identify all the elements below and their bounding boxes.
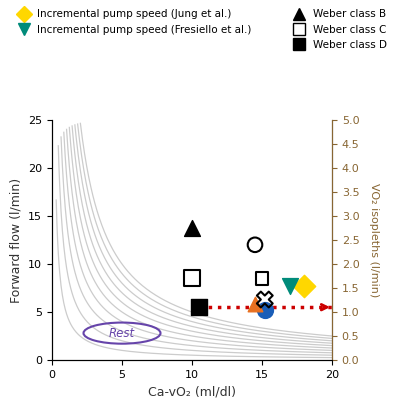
Point [262,307,268,313]
Point [301,283,307,289]
Legend: Incremental pump speed (Jung et al.), Incremental pump speed (Fresiello et al.): Incremental pump speed (Jung et al.), In… [9,5,256,39]
Y-axis label: Forward flow (l/min): Forward flow (l/min) [10,178,22,302]
Legend: Weber class B, Weber class C, Weber class D: Weber class B, Weber class C, Weber clas… [284,5,391,54]
Point [189,224,195,231]
Point [262,296,268,303]
Point [189,275,195,282]
Point [287,283,293,289]
Point [252,242,258,248]
Point [259,275,265,282]
Point [196,304,202,310]
Point [252,301,258,308]
Y-axis label: VO₂ isopleths (l/min): VO₂ isopleths (l/min) [369,183,379,297]
X-axis label: Ca-vO₂ (ml/dl): Ca-vO₂ (ml/dl) [148,385,236,398]
Text: Rest: Rest [109,327,135,340]
